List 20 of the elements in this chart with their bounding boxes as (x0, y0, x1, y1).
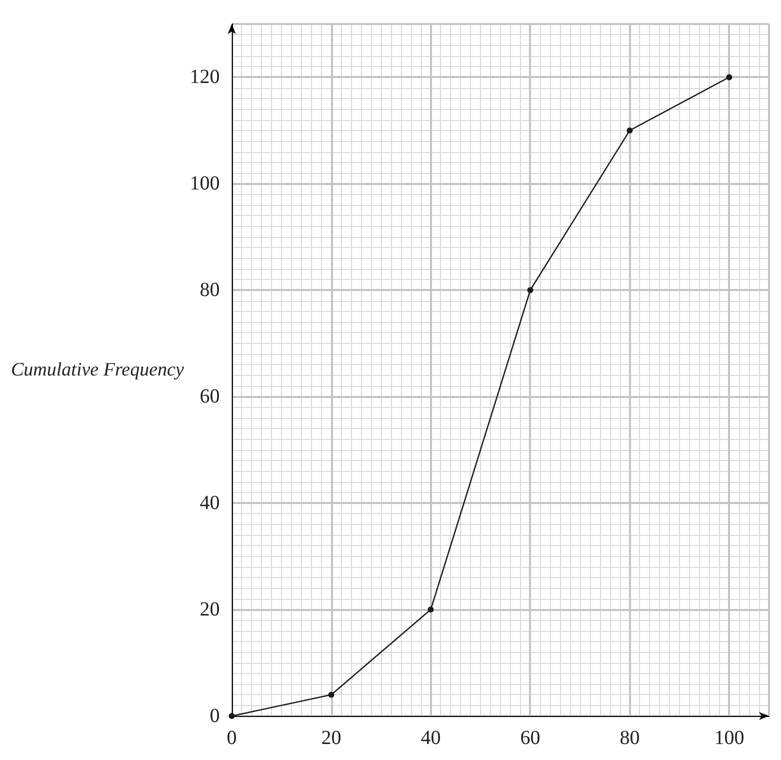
y-tick-label: 120 (190, 66, 220, 88)
y-tick-label: 0 (210, 705, 220, 727)
y-tick-label: 40 (200, 492, 220, 514)
point (228, 713, 235, 719)
y-tick-label: 60 (200, 386, 220, 408)
x-tick-label: 60 (520, 727, 540, 749)
x-tick-label: 40 (420, 727, 441, 749)
y-axis-title: Cumulative Frequency (11, 360, 184, 380)
point (527, 287, 534, 294)
x-tick-label: 80 (620, 727, 640, 749)
point (726, 74, 732, 80)
x-tick-label: 0 (226, 727, 237, 749)
point (328, 692, 334, 698)
point (626, 127, 633, 134)
y-tick-label: 20 (200, 598, 220, 621)
y-tick-label: 100 (190, 172, 220, 195)
x-tick-label: 20 (321, 727, 342, 749)
point (428, 606, 434, 613)
x-tick-label: 100 (714, 727, 744, 749)
y-tick-label: 80 (200, 279, 220, 302)
